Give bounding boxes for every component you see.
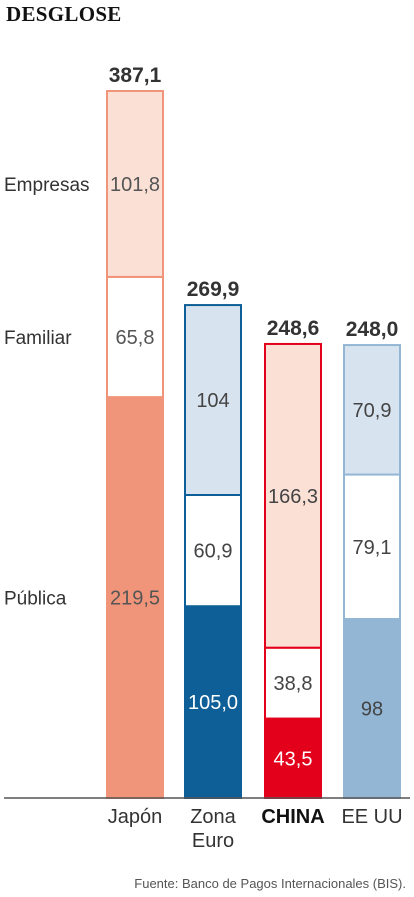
bar-segment-ee-uu-familiar bbox=[343, 473, 401, 621]
value-label-zona-euro-familiar: 60,9 bbox=[194, 541, 233, 563]
total-label-japon: 387,1 bbox=[109, 64, 162, 87]
series-label-publica: Pública bbox=[4, 589, 67, 610]
bar-segment-china-publica bbox=[264, 717, 322, 799]
category-label-zona-euro: Zona bbox=[190, 806, 236, 828]
source-note: Fuente: Banco de Pagos Internacionales (… bbox=[134, 876, 406, 891]
stacked-bar-chart: 219,5 65,8 101,8 387,1 Japón 105,0 60,9 104 269,… bbox=[4, 64, 410, 852]
bar-segment-ee-uu-empresas bbox=[343, 344, 401, 476]
series-label-empresas: Empresas bbox=[4, 175, 90, 196]
value-label-china-publica: 43,5 bbox=[274, 748, 313, 770]
total-label-zona-euro: 269,9 bbox=[187, 278, 240, 301]
bar-segment-china-empresas bbox=[264, 342, 322, 649]
value-label-japon-publica: 219,5 bbox=[110, 588, 160, 610]
value-label-ee-uu-familiar: 79,1 bbox=[353, 537, 392, 559]
total-label-ee-uu: 248,0 bbox=[346, 318, 399, 341]
value-label-ee-uu-publica: 98 bbox=[361, 699, 383, 721]
bar-segment-china-familiar bbox=[264, 646, 322, 720]
category-label-china: CHINA bbox=[261, 806, 324, 828]
value-label-japon-empresas: 101,8 bbox=[110, 174, 160, 196]
chart-title: DESGLOSE bbox=[6, 2, 122, 26]
value-label-zona-euro-publica: 105,0 bbox=[188, 692, 238, 714]
bar-segment-japon-publica bbox=[106, 396, 164, 799]
value-label-china-empresas: 166,3 bbox=[268, 486, 318, 508]
category-label-ee-uu: EE UU bbox=[341, 806, 402, 828]
category-label-japon: Japón bbox=[108, 806, 163, 828]
bar-segment-japon-empresas bbox=[106, 90, 164, 278]
category-label-zona-euro-line2: Euro bbox=[192, 830, 234, 852]
bar-segment-zona-euro-empresas bbox=[184, 304, 242, 497]
value-label-japon-familiar: 65,8 bbox=[116, 327, 155, 349]
value-label-ee-uu-empresas: 70,9 bbox=[353, 400, 392, 422]
total-label-china: 248,6 bbox=[267, 317, 320, 340]
value-label-zona-euro-empresas: 104 bbox=[196, 390, 229, 412]
value-label-china-familiar: 38,8 bbox=[274, 673, 313, 695]
series-label-familiar: Familiar bbox=[4, 328, 72, 349]
